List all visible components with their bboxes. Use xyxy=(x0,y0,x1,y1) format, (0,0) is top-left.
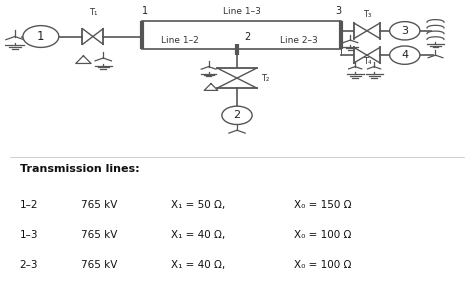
Text: T₄: T₄ xyxy=(363,56,371,66)
Text: 2: 2 xyxy=(244,32,250,42)
Text: T₃: T₃ xyxy=(363,10,371,19)
Text: 3: 3 xyxy=(401,26,408,36)
Circle shape xyxy=(390,22,420,40)
Text: Line 1–2: Line 1–2 xyxy=(162,36,199,45)
Text: T₁: T₁ xyxy=(89,8,97,17)
Text: X₀ = 100 Ω: X₀ = 100 Ω xyxy=(294,230,351,240)
Text: X₁ = 40 Ω,: X₁ = 40 Ω, xyxy=(171,260,225,270)
Text: 4: 4 xyxy=(401,50,408,60)
Text: T₂: T₂ xyxy=(261,73,269,83)
Circle shape xyxy=(222,106,252,124)
Text: X₀ = 150 Ω: X₀ = 150 Ω xyxy=(294,200,351,210)
Text: 2: 2 xyxy=(233,110,241,120)
Text: X₁ = 50 Ω,: X₁ = 50 Ω, xyxy=(171,200,225,210)
Text: 2–3: 2–3 xyxy=(19,260,38,270)
Text: X₁ = 40 Ω,: X₁ = 40 Ω, xyxy=(171,230,225,240)
Text: 1–2: 1–2 xyxy=(19,200,38,210)
Text: X₀ = 100 Ω: X₀ = 100 Ω xyxy=(294,260,351,270)
Circle shape xyxy=(390,46,420,64)
Text: Transmission lines:: Transmission lines: xyxy=(19,164,139,174)
Text: 1–3: 1–3 xyxy=(19,230,38,240)
Text: 3: 3 xyxy=(336,6,342,16)
Text: 765 kV: 765 kV xyxy=(81,230,118,240)
Text: 765 kV: 765 kV xyxy=(81,200,118,210)
Text: 1: 1 xyxy=(37,30,45,43)
Text: 1: 1 xyxy=(142,6,148,16)
Text: 765 kV: 765 kV xyxy=(81,260,118,270)
Text: Line 1–3: Line 1–3 xyxy=(223,7,261,16)
Circle shape xyxy=(23,26,59,48)
Text: Line 2–3: Line 2–3 xyxy=(280,36,317,45)
